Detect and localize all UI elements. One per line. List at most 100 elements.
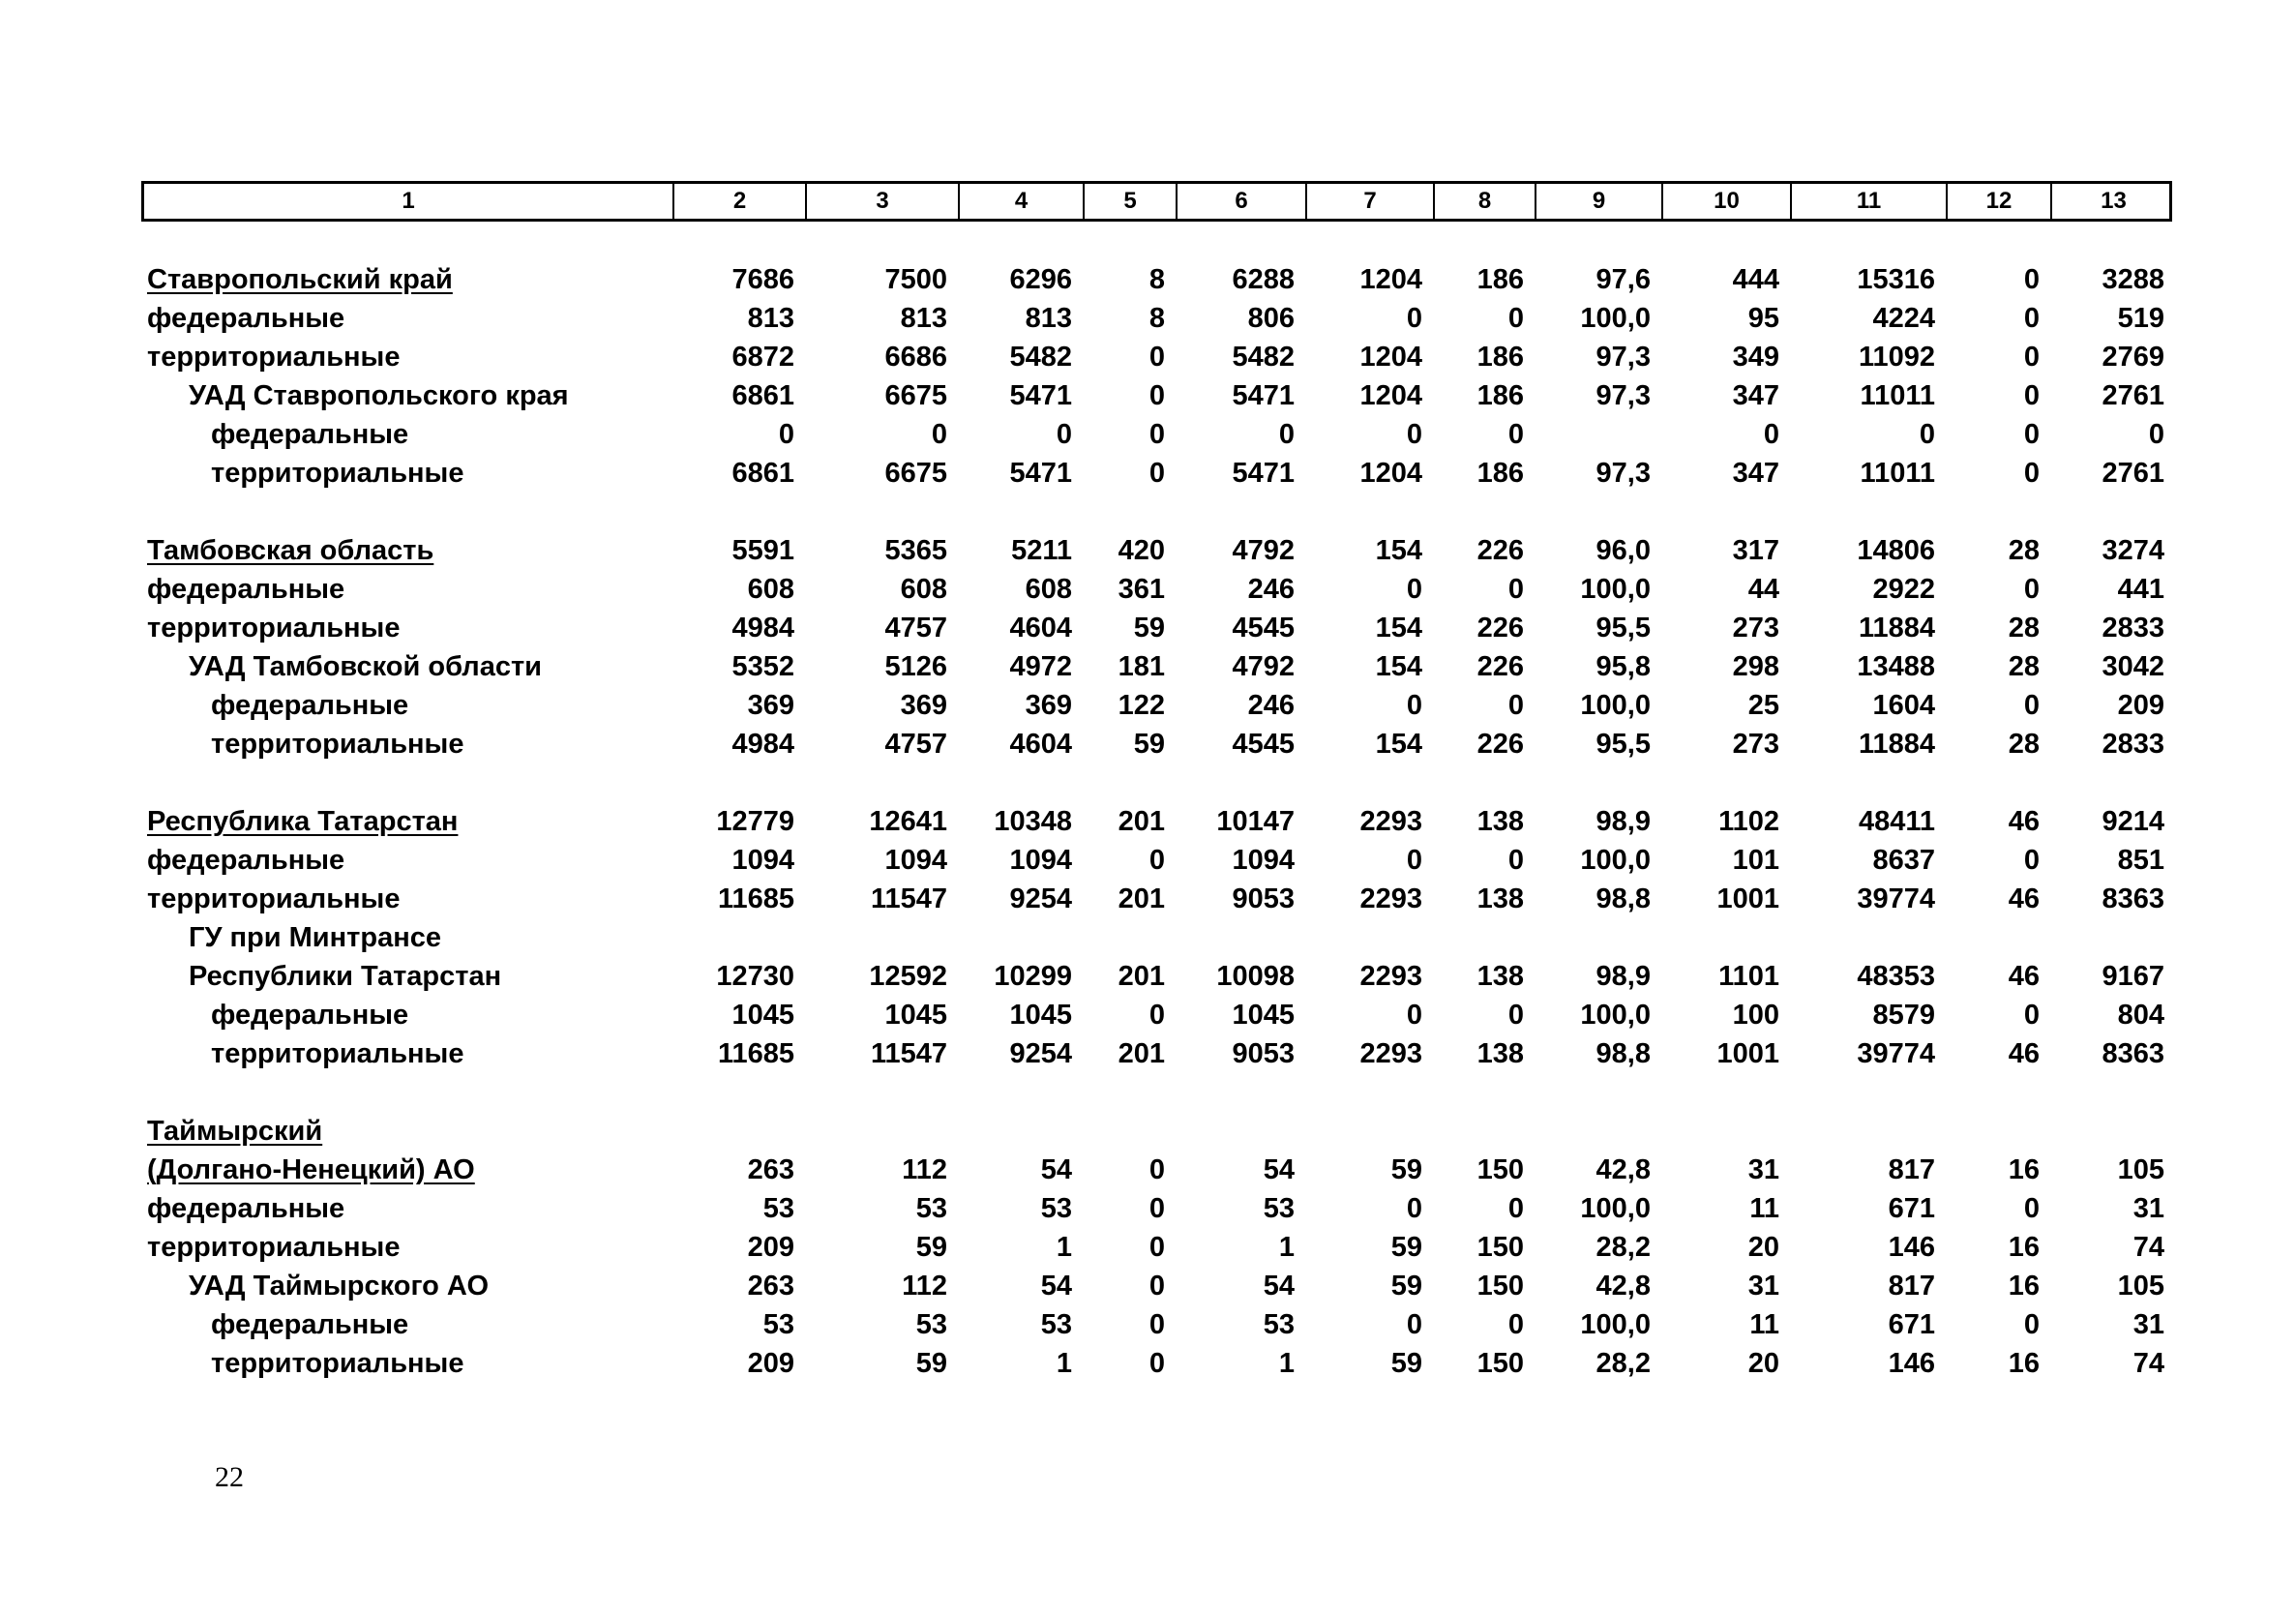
cell-col-3: 11547	[870, 883, 947, 914]
cell-col-10: 25	[1747, 690, 1779, 721]
cell-col-13: 209	[2117, 690, 2164, 721]
row-label-text: территориальные	[147, 883, 401, 914]
cell-col-11: 4224	[1872, 303, 1935, 334]
cell-col-2: 6861	[731, 380, 794, 411]
cell-col-12: 0	[2023, 342, 2040, 373]
row-label-text: Таймырский	[147, 1116, 323, 1147]
table-row: Республики Татарстан 12730 12592 10299 201 10…	[141, 957, 2172, 996]
column-header-13: 13	[2050, 184, 2175, 219]
cell-col-13: 31	[2132, 1193, 2164, 1224]
row-label-text: УАД Таймырского АО	[189, 1271, 490, 1302]
column-header-9: 9	[1535, 184, 1661, 219]
cell-col-2	[670, 918, 802, 957]
cell-col-6: 6288	[1232, 264, 1295, 295]
cell-col-8	[1430, 918, 1532, 957]
cell-col-11: 11011	[1860, 380, 1935, 411]
cell-col-11: 15316	[1857, 264, 1935, 295]
cell-col-7: 154	[1375, 535, 1422, 566]
cell-col-5: 201	[1118, 1038, 1165, 1069]
cell-col-12: 46	[2008, 1038, 2040, 1069]
cell-col-13: 519	[2117, 303, 2164, 334]
cell-col-5: 0	[1148, 845, 1165, 876]
row-label: территориальные	[141, 1034, 670, 1073]
cell-col-6: 5471	[1232, 380, 1295, 411]
cell-col-10: 11	[1749, 1309, 1779, 1340]
cell-col-8: 0	[1507, 1193, 1524, 1224]
cell-col-5: 0	[1148, 1271, 1165, 1302]
cell-col-3: 7500	[884, 264, 947, 295]
cell-col-2: 263	[747, 1154, 794, 1185]
cell-col-12: 0	[2023, 845, 2040, 876]
cell-col-12: 46	[2008, 806, 2040, 837]
cell-col-4: 369	[1025, 690, 1072, 721]
cell-col-6: 4545	[1232, 729, 1295, 760]
cell-col-9: 97,3	[1595, 380, 1651, 411]
row-label-text: территориальные	[147, 342, 401, 373]
row-label: ГУ при Минтрансе	[141, 918, 670, 957]
cell-col-13	[2047, 918, 2172, 957]
table-row: федеральные 0 0 0 0 0 0 0 0 0 0 0	[141, 415, 2172, 454]
cell-col-10: 11	[1749, 1193, 1779, 1224]
cell-col-4: 608	[1025, 574, 1072, 605]
column-header-5: 5	[1083, 184, 1176, 219]
cell-col-4: 9254	[1009, 1038, 1072, 1069]
row-label: Республика Татарстан	[141, 802, 670, 841]
row-label-text: территориальные	[211, 458, 464, 489]
cell-col-7: 2293	[1359, 961, 1422, 992]
cell-col-13: 3042	[2102, 651, 2164, 682]
cell-col-8: 150	[1476, 1348, 1524, 1379]
row-label: территориальные	[141, 1344, 670, 1383]
cell-col-10: 273	[1732, 729, 1779, 760]
cell-col-2: 209	[747, 1348, 794, 1379]
cell-col-7: 1204	[1359, 342, 1422, 373]
row-label-text: Республика Татарстан	[147, 806, 459, 837]
cell-col-4: 0	[1056, 419, 1072, 450]
cell-col-10: 347	[1732, 458, 1779, 489]
cell-col-9	[1532, 415, 1658, 454]
column-header-4: 4	[958, 184, 1083, 219]
cell-col-9: 100,0	[1580, 1000, 1651, 1031]
cell-col-6: 1094	[1232, 845, 1295, 876]
cell-col-12: 28	[2008, 535, 2040, 566]
row-label: (Долгано-Ненецкий) АО	[141, 1151, 670, 1189]
row-label: федеральные	[141, 841, 670, 880]
row-label-text: федеральные	[211, 1309, 409, 1340]
column-header-11: 11	[1790, 184, 1946, 219]
row-label-text: ГУ при Минтрансе	[189, 922, 441, 953]
cell-col-7: 59	[1390, 1348, 1422, 1379]
cell-col-6: 5471	[1232, 458, 1295, 489]
cell-col-3: 1045	[884, 1000, 947, 1031]
cell-col-8: 0	[1507, 1309, 1524, 1340]
row-label-text: Ставропольский край	[147, 264, 453, 295]
table-row: территориальные 209 59 1 0 1 59 150 28,2 20 146 16 7…	[141, 1344, 2172, 1383]
cell-col-6: 1045	[1232, 1000, 1295, 1031]
cell-col-10: 44	[1747, 574, 1779, 605]
cell-col-4: 4972	[1009, 651, 1072, 682]
cell-col-8: 0	[1507, 419, 1524, 450]
cell-col-11: 11884	[1858, 729, 1935, 760]
cell-col-13: 3288	[2102, 264, 2164, 295]
cell-col-3: 11547	[870, 1038, 947, 1069]
row-label-text: (Долгано-Ненецкий) АО	[147, 1154, 475, 1185]
row-label: федеральные	[141, 415, 670, 454]
cell-col-9: 100,0	[1580, 1193, 1651, 1224]
cell-col-5: 0	[1148, 419, 1165, 450]
cell-col-3: 59	[915, 1348, 947, 1379]
cell-col-4: 53	[1040, 1309, 1072, 1340]
cell-col-5: 0	[1148, 1309, 1165, 1340]
column-number-header: 1 2 3 4 5 6 7 8 9 10 11 12 13	[141, 181, 2172, 222]
cell-col-2: 53	[762, 1193, 794, 1224]
table-row: федеральные 53 53 53 0 53 0 0 100,0 11 671 0 31	[141, 1305, 2172, 1344]
column-header-2: 2	[672, 184, 805, 219]
data-table: 1 2 3 4 5 6 7 8 9 10 11 12 13 Ставропольский край 768…	[141, 181, 2172, 1383]
cell-col-11: 11011	[1860, 458, 1935, 489]
cell-col-2: 0	[778, 419, 794, 450]
row-label: территориальные	[141, 725, 670, 763]
table-row: Ставропольский край 7686 7500 6296 8 6288 1204…	[141, 260, 2172, 299]
cell-col-12: 0	[2023, 690, 2040, 721]
cell-col-9	[1532, 918, 1658, 957]
cell-col-7: 154	[1375, 651, 1422, 682]
cell-col-2: 7686	[731, 264, 794, 295]
cell-col-2: 4984	[731, 729, 794, 760]
cell-col-7: 1204	[1359, 458, 1422, 489]
